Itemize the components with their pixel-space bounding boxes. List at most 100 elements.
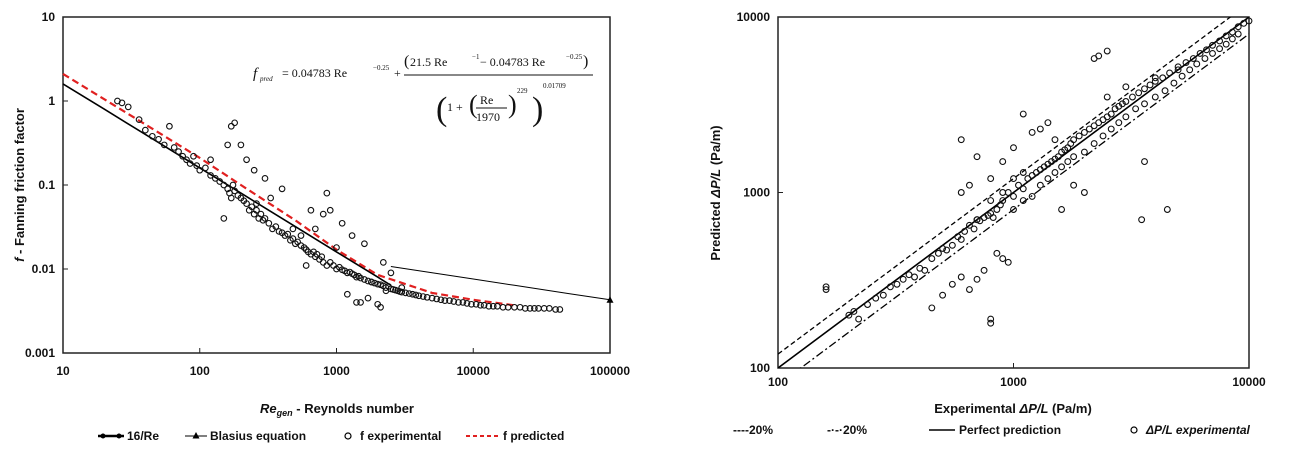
f-experimental-point bbox=[289, 225, 297, 233]
f-experimental-point bbox=[250, 166, 258, 174]
f-experimental-point bbox=[398, 284, 406, 291]
dpl-experimental-point bbox=[1090, 122, 1098, 130]
f-experimental-point bbox=[135, 116, 143, 123]
dpl-experimental-point bbox=[1103, 93, 1111, 101]
dpl-experimental-point bbox=[1080, 128, 1088, 136]
f-experimental-point bbox=[377, 303, 384, 311]
f-experimental-point bbox=[531, 305, 538, 312]
dpl-experimental-point bbox=[1122, 98, 1130, 105]
f-experimental-point bbox=[160, 141, 168, 149]
f-experimental-point bbox=[364, 294, 372, 302]
dpl-experimental-point bbox=[989, 214, 997, 221]
dpl-experimental-point bbox=[1070, 181, 1078, 189]
dpl-experimental-point bbox=[1058, 163, 1066, 171]
f-experimental-point bbox=[415, 292, 423, 300]
left-y-tick-label: 0.1 bbox=[38, 178, 55, 192]
eq-den-paren-close: ) bbox=[532, 91, 543, 128]
f-experimental-point bbox=[211, 174, 219, 182]
dpl-experimental-point bbox=[1163, 206, 1171, 213]
f-experimental-point bbox=[319, 258, 327, 266]
f-experimental-point bbox=[265, 219, 273, 227]
f-experimental-point bbox=[387, 269, 395, 277]
dpl-experimental-point bbox=[957, 189, 965, 196]
right-x-tick-label: 10000 bbox=[1232, 375, 1266, 389]
dpl-experimental-point bbox=[1174, 66, 1182, 74]
dpl-experimental-point bbox=[911, 273, 918, 281]
f-experimental-point bbox=[294, 238, 302, 246]
dpl-experimental-point bbox=[980, 266, 988, 274]
dpl-experimental-point bbox=[1222, 40, 1230, 48]
f-experimental-point bbox=[485, 302, 493, 310]
dpl-experimental-point bbox=[1203, 46, 1210, 54]
f-experimental-point bbox=[368, 278, 375, 286]
eq-den-exp1: 229 bbox=[517, 87, 528, 95]
eq-num-b: − 0.04783 Re bbox=[480, 55, 545, 69]
eq-den-a: 1 + bbox=[447, 100, 463, 114]
dpl-experimental-point bbox=[1015, 181, 1022, 189]
dpl-experimental-point bbox=[1170, 79, 1178, 87]
left-y-axis-label: f - Fanning friction factor bbox=[12, 108, 27, 262]
f-experimental-point bbox=[190, 152, 197, 160]
dpl-experimental-point bbox=[939, 291, 947, 299]
right-x-tick-label: 1000 bbox=[1000, 375, 1027, 389]
dpl-experimental-point bbox=[1234, 30, 1242, 38]
f-experimental-point bbox=[179, 152, 187, 160]
f-experimental-point bbox=[118, 99, 126, 107]
dpl-experimental-point bbox=[965, 181, 973, 189]
f-experimental-point bbox=[227, 194, 235, 202]
dpl-experimental-point bbox=[1019, 197, 1027, 204]
f-experimental-point bbox=[272, 223, 280, 230]
f-experimental-point bbox=[207, 156, 214, 164]
dpl-experimental-point bbox=[999, 189, 1007, 196]
f-experimental-point bbox=[379, 258, 387, 266]
eq-num-b-exp: −0.25 bbox=[566, 53, 583, 61]
f-experimental-point bbox=[455, 299, 462, 306]
legend-item-16-re: 16/Re bbox=[98, 429, 159, 443]
f-experimental-point bbox=[535, 305, 542, 312]
left-equation: f pred = 0.04783 Re −0.25 + ( 21.5 Re −1… bbox=[253, 53, 593, 128]
dpl-experimental-point bbox=[973, 275, 981, 283]
dpl-experimental-point bbox=[1010, 175, 1017, 183]
f-experimental-point bbox=[307, 206, 315, 214]
dpl-experimental-point bbox=[993, 249, 1001, 257]
eq-den-inner-open: ( bbox=[469, 90, 478, 119]
left-y-tick-label: 10 bbox=[42, 10, 56, 24]
f-experimental-point bbox=[361, 240, 368, 248]
f-experimental-point bbox=[231, 119, 239, 127]
dpl-experimental-point bbox=[1151, 93, 1159, 101]
left-y-tick-label: 1 bbox=[48, 94, 55, 108]
dpl-experimental-point bbox=[1080, 148, 1088, 156]
dpl-experimental-point bbox=[1107, 110, 1115, 118]
dpl-experimental-point bbox=[1075, 132, 1083, 140]
dpl-experimental-point bbox=[993, 206, 1001, 213]
legend-label-f-predicted: f predicted bbox=[503, 429, 564, 443]
f-experimental-point bbox=[468, 300, 475, 308]
f-experimental-point bbox=[323, 262, 331, 269]
dpl-experimental-point bbox=[1044, 175, 1052, 183]
dpl-experimental-point bbox=[1216, 45, 1224, 53]
f-experimental-point bbox=[504, 303, 512, 311]
f-experimental-point bbox=[248, 203, 256, 211]
left-chart: 10 100 1000 10000 100000 0.001 0.01 0.1 1 10 f pr… bbox=[12, 10, 630, 443]
dpl-experimental-point bbox=[1090, 140, 1098, 148]
f-experimental-point bbox=[382, 287, 390, 295]
dpl-experimental-point bbox=[965, 221, 973, 229]
f-experimental-point bbox=[170, 144, 178, 151]
legend-item-minus20: -·-·20% bbox=[827, 423, 867, 437]
dpl-experimental-point bbox=[1028, 172, 1036, 179]
f-experimental-point bbox=[193, 162, 201, 169]
f-experimental-point bbox=[333, 244, 340, 251]
dpl-experimental-point bbox=[961, 227, 969, 235]
legend-item-f-predicted: f predicted bbox=[466, 429, 564, 443]
f-experimental-point bbox=[261, 215, 269, 222]
legend-item-plus20: ----20% bbox=[733, 423, 773, 437]
dpl-experimental-point bbox=[1103, 47, 1111, 55]
dpl-experimental-point bbox=[822, 286, 830, 293]
legend-label-plus20: ----20% bbox=[733, 423, 773, 437]
dpl-experimental-point bbox=[1201, 55, 1209, 62]
dpl-experimental-point bbox=[1129, 93, 1136, 101]
dpl-experimental-point bbox=[1019, 110, 1027, 118]
dpl-experimental-point bbox=[987, 175, 995, 183]
right-y-tick-label: 10000 bbox=[737, 10, 771, 24]
eq-num-a-exp: −1 bbox=[472, 53, 480, 61]
